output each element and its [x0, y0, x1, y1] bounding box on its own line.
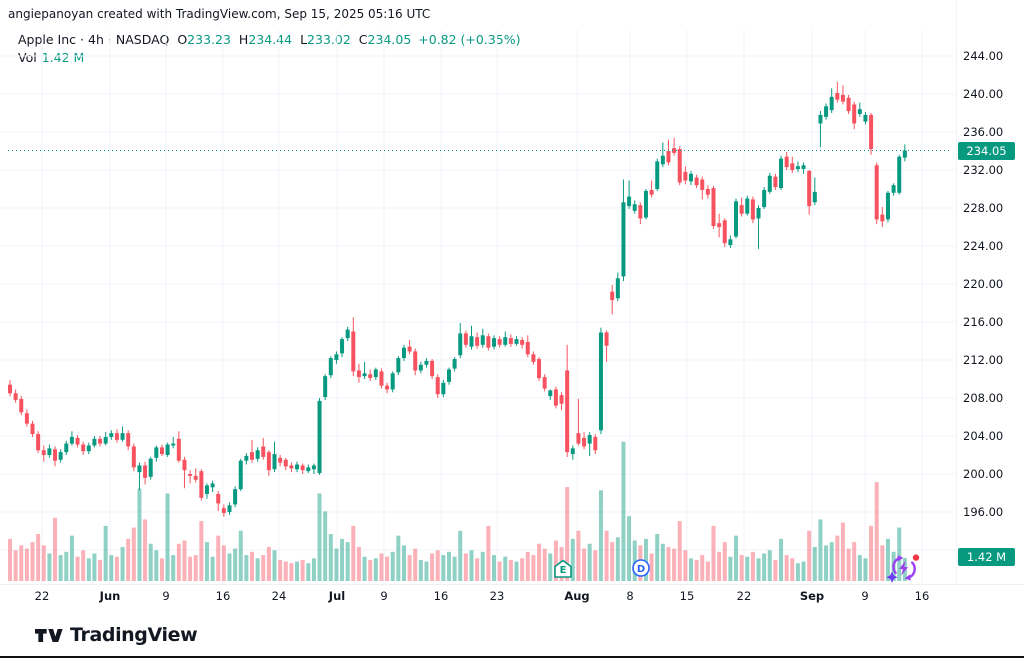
- arrow-head: [897, 555, 904, 562]
- time-axis-label: Jul: [328, 589, 346, 603]
- price-axis-label: 200.00: [963, 466, 1004, 481]
- ohlc-open: O233.23: [177, 32, 231, 47]
- time-axis[interactable]: [0, 584, 1024, 611]
- svg-text:D: D: [637, 564, 645, 575]
- volume-label: Vol: [18, 49, 37, 65]
- symbol-name: Apple Inc: [18, 32, 77, 47]
- time-axis-label: 16: [433, 589, 449, 603]
- price-axis-label: 216.00: [963, 314, 1004, 329]
- lightning-bolt-icon: [899, 560, 909, 576]
- time-axis-label: 24: [271, 589, 287, 603]
- time-axis-label: 8: [626, 589, 634, 603]
- price-axis-label: 232.00: [963, 162, 1004, 177]
- interval-label: 4h: [88, 32, 104, 47]
- earnings-marker[interactable]: E: [554, 559, 572, 578]
- legend-separator: ·: [80, 32, 85, 47]
- sparkle-icon: [886, 571, 898, 583]
- time-axis-label: Jun: [99, 589, 121, 603]
- time-axis-label: 16: [914, 589, 930, 603]
- svg-text:E: E: [560, 565, 567, 576]
- bottom-divider: [0, 656, 1024, 658]
- legend-symbol-line: Apple Inc·4h·NASDAQO233.23H234.44L233.02…: [18, 31, 521, 49]
- attribution-text: angiepanoyan created with TradingView.co…: [8, 7, 431, 21]
- time-axis-label: Aug: [564, 589, 590, 603]
- time-axis-label: 22: [736, 589, 752, 603]
- price-change: +0.82 (+0.35%): [418, 32, 521, 47]
- ohlc-low: L233.02: [300, 32, 351, 47]
- volume-value: 1.42 M: [41, 49, 85, 65]
- price-axis-label: 208.00: [963, 390, 1004, 405]
- tradingview-logo[interactable]: TradingView: [35, 624, 198, 646]
- price-axis-label: 196.00: [963, 504, 1004, 519]
- volume-series: [8, 441, 907, 581]
- grid-lines: [0, 30, 956, 584]
- price-axis-label: 224.00: [963, 238, 1004, 253]
- refresh-lightning-icon[interactable]: [885, 551, 923, 585]
- volume-badge: 1.42 M: [958, 548, 1015, 566]
- tradingview-logo-mark: [35, 628, 63, 642]
- time-axis-label: 22: [34, 589, 50, 603]
- price-axis-label: 244.00: [963, 48, 1004, 63]
- price-axis-label: 204.00: [963, 428, 1004, 443]
- price-axis-label: 240.00: [963, 86, 1004, 101]
- price-axis[interactable]: [956, 0, 1024, 584]
- tradingview-logo-text: TradingView: [70, 624, 198, 646]
- time-axis-label: 16: [215, 589, 231, 603]
- time-axis-label: 23: [489, 589, 505, 603]
- ohlc-high: H234.44: [238, 32, 293, 47]
- candlestick-series: [8, 81, 907, 517]
- time-axis-label: 9: [861, 589, 869, 603]
- time-axis-label: 15: [679, 589, 695, 603]
- ohlc-close: C234.05: [358, 32, 412, 47]
- arrow-head: [904, 574, 911, 581]
- legend-volume-line: Vol 1.42 M: [18, 49, 521, 67]
- price-axis-label: 236.00: [963, 124, 1004, 139]
- price-axis-label: 228.00: [963, 200, 1004, 215]
- time-axis-label: 9: [162, 589, 170, 603]
- chart-legend: Apple Inc·4h·NASDAQO233.23H234.44L233.02…: [18, 31, 521, 66]
- price-axis-label: 212.00: [963, 352, 1004, 367]
- exchange-label: NASDAQ: [115, 32, 170, 47]
- notification-dot: [912, 554, 920, 561]
- time-axis-label: Sep: [799, 589, 825, 603]
- dividend-marker[interactable]: D: [632, 559, 650, 577]
- last-price-badge: 234.05: [958, 141, 1015, 160]
- time-axis-label: 9: [380, 589, 388, 603]
- price-axis-label: 220.00: [963, 276, 1004, 291]
